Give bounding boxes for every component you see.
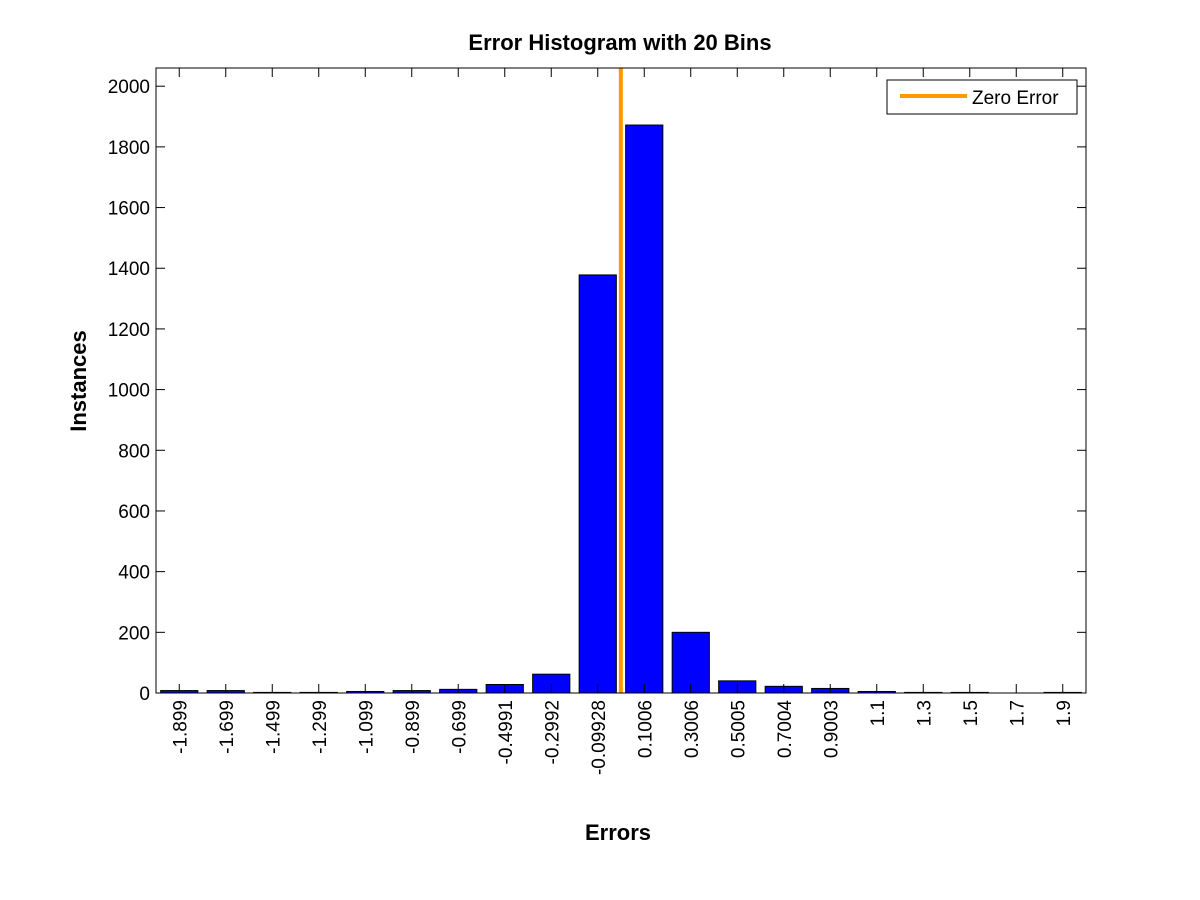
- x-tick-label: -1.099: [356, 700, 377, 754]
- histogram-bar: [578, 274, 617, 694]
- y-tick-label: 0: [139, 684, 150, 705]
- x-tick-label: -1.699: [217, 700, 238, 754]
- y-tick-label: 1400: [108, 259, 150, 280]
- legend-label: Zero Error: [972, 88, 1059, 109]
- x-tick-label: 1.9: [1054, 700, 1075, 726]
- y-tick-label: 2000: [108, 77, 150, 98]
- x-tick-label: 0.5005: [728, 700, 749, 758]
- y-axis-ticks: 0 200 400 600 800 1000 1200 1400 1600 1800 2000: [108, 77, 1086, 705]
- x-tick-label: 1.1: [868, 700, 889, 726]
- y-tick-label: 600: [118, 502, 150, 523]
- y-tick-label: 200: [118, 623, 150, 644]
- y-tick-label: 1200: [108, 320, 150, 341]
- x-tick-label: 1.7: [1007, 700, 1028, 726]
- y-tick-label: 400: [118, 563, 150, 584]
- legend: Zero Error: [886, 79, 1078, 115]
- x-tick-label: -1.499: [263, 700, 284, 754]
- y-tick-label: 1600: [108, 199, 150, 220]
- x-tick-label: -0.699: [449, 700, 470, 754]
- x-tick-label: -1.299: [310, 700, 331, 754]
- x-tick-label: 1.3: [914, 700, 935, 726]
- y-axis-title: Instances: [66, 330, 91, 432]
- x-tick-label: -0.899: [403, 700, 424, 754]
- y-tick-label: 800: [118, 441, 150, 462]
- x-tick-label: 0.3006: [682, 700, 703, 758]
- histogram-bar: [671, 631, 710, 694]
- x-tick-label: 0.9003: [821, 700, 842, 758]
- histogram-bar: [625, 124, 664, 694]
- x-tick-label: 0.1006: [635, 700, 656, 758]
- x-axis-title: Errors: [585, 820, 651, 845]
- chart-title: Error Histogram with 20 Bins: [468, 30, 771, 55]
- x-axis-ticks: -1.899 -1.699 -1.499 -1.299 -1.099 -0.899 -0.6…: [170, 68, 1075, 775]
- x-tick-label: -0.4991: [496, 700, 517, 764]
- y-tick-label: 1800: [108, 138, 150, 159]
- x-tick-label: -1.899: [170, 700, 191, 754]
- x-tick-label: -0.09928: [589, 700, 610, 775]
- y-tick-label: 1000: [108, 381, 150, 402]
- x-tick-label: 1.5: [961, 700, 982, 726]
- x-tick-label: 0.7004: [775, 700, 796, 759]
- plot-frame: [155, 67, 1087, 694]
- x-tick-label: -0.2992: [542, 700, 563, 764]
